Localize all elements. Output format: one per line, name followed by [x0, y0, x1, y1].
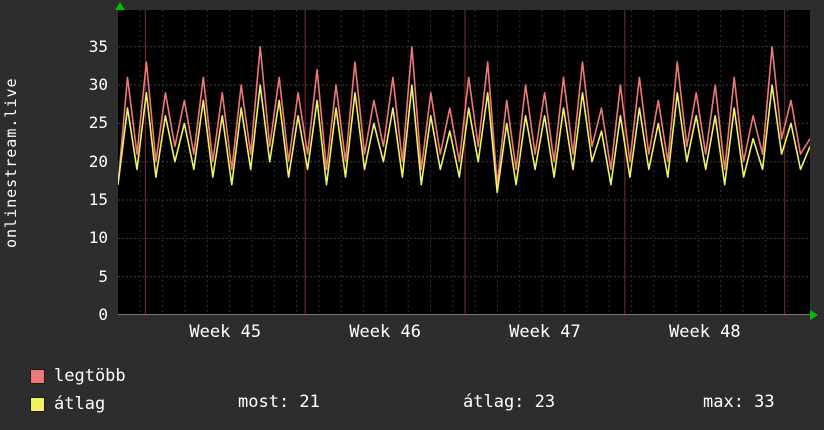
axis-arrow-right-icon: [810, 310, 818, 320]
atlag-swatch-icon: [30, 396, 45, 412]
x-tick-label: Week 46: [349, 322, 421, 342]
legend-item-legtobb: legtöbb: [30, 362, 126, 390]
x-tick-label: Week 47: [509, 322, 581, 342]
vertical-axis-title: onlinestream.live: [2, 77, 20, 248]
x-tick-label: Week 48: [668, 322, 741, 342]
legend-label-atlag: átlag: [54, 394, 106, 414]
y-tick-label: 10: [88, 228, 108, 248]
y-tick-label: 5: [98, 266, 108, 286]
stat-most: most: 21: [238, 392, 320, 412]
y-tick-label: 25: [88, 113, 108, 133]
series-line-legtöbb: [118, 45, 810, 186]
x-tick-label: Week 45: [189, 322, 262, 342]
y-tick-label: 15: [88, 190, 108, 210]
y-tick-label: 20: [88, 151, 108, 171]
legend-item-atlag: átlag: [30, 390, 126, 418]
chart-plot-area: [118, 10, 810, 315]
axis-arrow-up-icon: [115, 2, 125, 10]
y-tick-label: 30: [88, 75, 108, 95]
stat-atlag: átlag: 23: [463, 392, 556, 412]
legtobb-swatch-icon: [30, 368, 45, 384]
y-tick-label: 35: [88, 36, 108, 56]
chart-svg: [118, 10, 810, 315]
stat-max: max: 33: [703, 392, 775, 412]
legend-label-legtobb: legtöbb: [54, 366, 126, 386]
y-tick-label: 0: [98, 305, 108, 324]
series-line-átlag: [118, 84, 810, 194]
chart-legend: legtöbb átlag: [30, 362, 126, 418]
